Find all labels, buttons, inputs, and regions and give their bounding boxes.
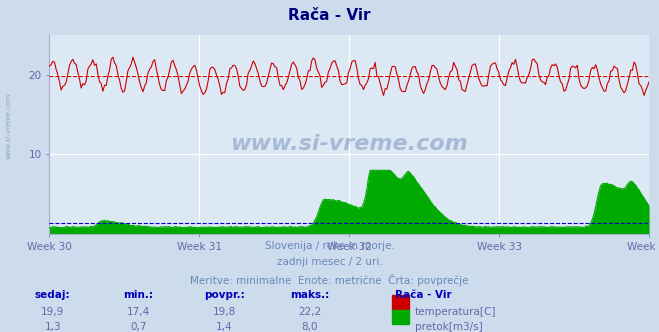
Text: pretok[m3/s]: pretok[m3/s]: [415, 322, 483, 332]
Text: www.si-vreme.com: www.si-vreme.com: [231, 134, 468, 154]
Text: maks.:: maks.:: [290, 290, 330, 300]
Text: Slovenija / reke in morje.: Slovenija / reke in morje.: [264, 241, 395, 251]
Text: Rača - Vir: Rača - Vir: [395, 290, 452, 300]
Text: 8,0: 8,0: [301, 322, 318, 332]
Text: Rača - Vir: Rača - Vir: [288, 8, 371, 23]
Text: 0,7: 0,7: [130, 322, 147, 332]
Text: 19,8: 19,8: [212, 307, 236, 317]
Text: temperatura[C]: temperatura[C]: [415, 307, 497, 317]
Text: 22,2: 22,2: [298, 307, 322, 317]
Text: 1,4: 1,4: [215, 322, 233, 332]
Text: min.:: min.:: [123, 290, 154, 300]
Text: 17,4: 17,4: [127, 307, 150, 317]
Text: povpr.:: povpr.:: [204, 290, 244, 300]
Text: zadnji mesec / 2 uri.: zadnji mesec / 2 uri.: [277, 257, 382, 267]
Text: Meritve: minimalne  Enote: metrične  Črta: povprečje: Meritve: minimalne Enote: metrične Črta:…: [190, 274, 469, 286]
Text: sedaj:: sedaj:: [35, 290, 71, 300]
Text: 1,3: 1,3: [44, 322, 61, 332]
Text: 19,9: 19,9: [41, 307, 65, 317]
Text: www.si-vreme.com: www.si-vreme.com: [5, 93, 11, 159]
